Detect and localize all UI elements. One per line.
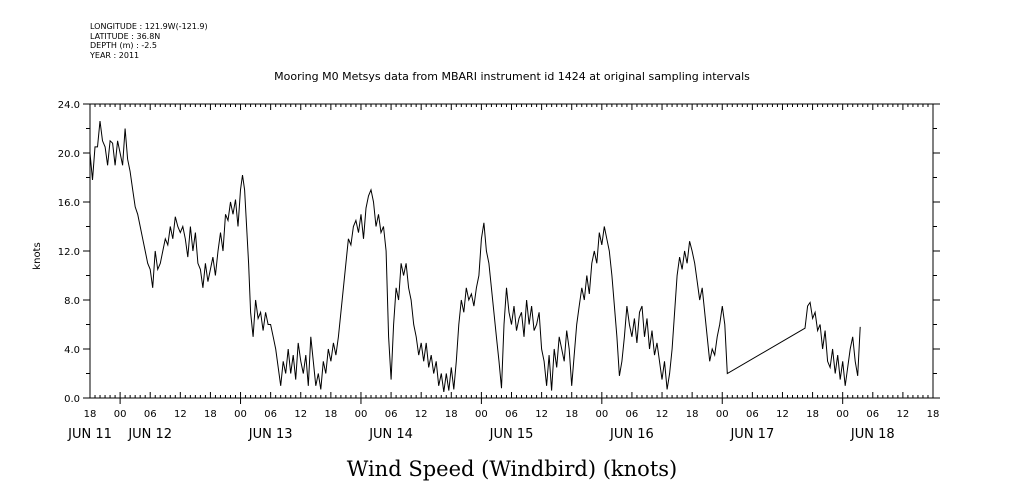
date-label: JUN 16 [609,427,654,442]
date-label: JUN 18 [850,427,895,442]
x-tick-label: 18 [806,409,819,420]
x-tick-label: 00 [595,409,608,420]
x-tick-label: 18 [324,409,337,420]
x-tick-label: 06 [505,409,518,420]
plot-frame [89,103,934,399]
date-label: JUN 11 [67,427,112,442]
x-tick-label: 00 [836,409,849,420]
x-tick-label: 06 [385,409,398,420]
date-label: JUN 12 [127,427,172,442]
y-tick-label: 20.0 [58,149,80,160]
x-tick-label: 12 [535,409,548,420]
x-tick-label: 06 [144,409,157,420]
y-axis-label: knots [32,242,43,269]
y-tick-label: 4.0 [64,345,80,356]
metadata-longitude: LONGITUDE : 121.9W(-121.9) [90,22,208,31]
y-tick-label: 16.0 [58,198,80,209]
date-labels: JUN 11 JUN 12 JUN 13 JUN 14 JUN 15 JUN 16 JUN … [67,427,895,442]
x-tick-label: 12 [174,409,187,420]
y-tick-label: 8.0 [64,296,80,307]
x-tick-label: 00 [114,409,127,420]
x-tick-label: 00 [475,409,488,420]
metadata-year: YEAR : 2011 [90,50,140,60]
x-tick-label: 06 [746,409,759,420]
metadata-block: LONGITUDE : 121.9W(-121.9) LATITUDE : 36… [90,22,208,60]
date-label: JUN 17 [729,427,774,442]
x-tick-label: 18 [686,409,699,420]
x-tick-label: 12 [415,409,428,420]
x-tick-label: 18 [204,409,217,420]
x-tick-label: 18 [445,409,458,420]
x-tick-label: 18 [927,409,940,420]
chart-title: Mooring M0 Metsys data from MBARI instru… [274,70,750,83]
metadata-latitude: LATITUDE : 36.8N [90,31,161,41]
date-label: JUN 14 [368,427,413,442]
x-tick-labels: 18 00 06 12 18 00 06 12 18 00 06 12 18 00 06 12 18 00 06 12… [84,409,940,420]
x-tick-label: 00 [355,409,368,420]
x-tick-label: 12 [776,409,789,420]
wind-speed-line [89,121,861,392]
metadata-depth: DEPTH (m) : -2.5 [90,41,157,50]
x-tick-label: 12 [294,409,307,420]
x-tick-label: 12 [656,409,669,420]
x-tick-label: 18 [565,409,578,420]
date-label: JUN 13 [248,427,293,442]
x-tick-label: 06 [626,409,639,420]
x-tick-label: 12 [897,409,910,420]
y-tick-label: 24.0 [58,100,80,111]
x-tick-label: 00 [716,409,729,420]
x-axis-label: Wind Speed (Windbird) (knots) [347,457,677,481]
x-tick-label: 06 [866,409,879,420]
x-tick-label: 18 [84,409,97,420]
x-tick-label: 06 [264,409,277,420]
x-tick-label: 00 [234,409,247,420]
y-tick-label: 12.0 [58,247,80,258]
y-tick-labels: 0.0 4.0 8.0 12.0 16.0 20.0 24.0 [58,100,80,405]
axis-ticks [83,103,940,404]
y-tick-label: 0.0 [64,394,80,405]
date-label: JUN 15 [489,427,534,442]
